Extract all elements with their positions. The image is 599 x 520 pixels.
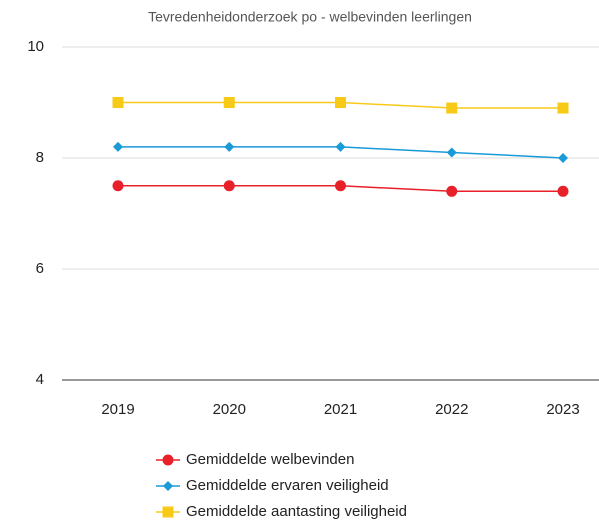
x-tick-label: 2019: [101, 401, 134, 418]
point: [113, 141, 123, 152]
point: [557, 185, 569, 197]
legend-marker: [163, 481, 173, 491]
point: [112, 180, 124, 192]
point: [223, 180, 235, 192]
point: [335, 97, 346, 108]
y-tick-label: 4: [36, 371, 44, 388]
point: [335, 180, 346, 192]
point: [224, 141, 235, 152]
x-tick-label: 2021: [324, 401, 357, 418]
x-tick-label: 2022: [435, 401, 468, 418]
point: [558, 153, 568, 163]
legend-label: Gemiddelde aantasting veiligheid: [186, 503, 407, 520]
y-tick-label: 8: [36, 149, 44, 166]
point: [112, 97, 124, 108]
chart-title: Tevredenheidonderzoek po - welbevinden l…: [148, 9, 472, 25]
legend-label: Gemiddelde ervaren veiligheid: [186, 477, 389, 494]
x-tick-label: 2023: [546, 401, 579, 418]
legend-marker: [162, 454, 174, 466]
point: [223, 97, 235, 108]
point: [335, 141, 346, 152]
point: [446, 102, 458, 114]
point: [446, 185, 458, 197]
y-tick-label: 10: [27, 38, 44, 55]
y-tick-label: 6: [36, 260, 44, 277]
point: [446, 147, 457, 158]
point: [557, 102, 569, 114]
legend-marker: [162, 506, 174, 518]
x-tick-label: 2020: [213, 401, 246, 418]
legend-label: Gemiddelde welbevinden: [186, 451, 354, 468]
